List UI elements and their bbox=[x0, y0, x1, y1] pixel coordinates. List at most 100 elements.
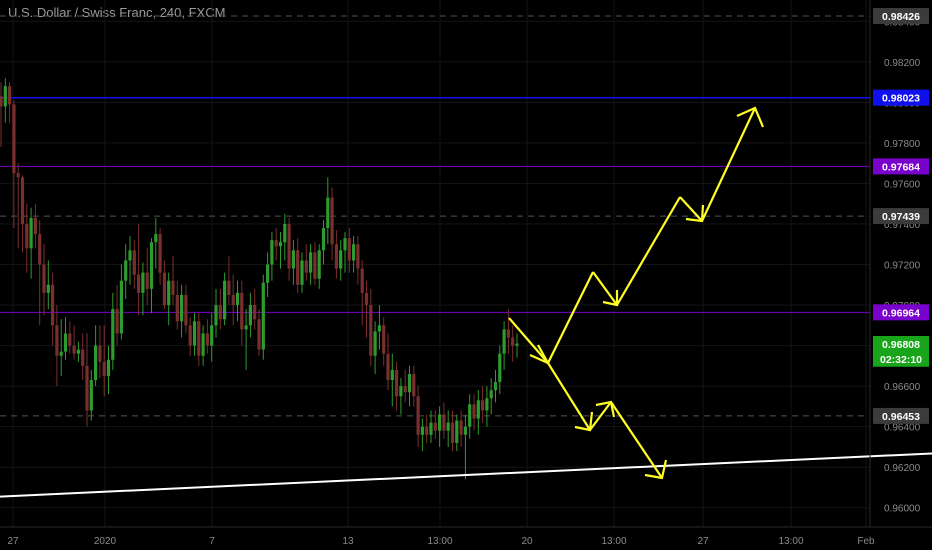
price-label-bg-7 bbox=[873, 407, 929, 424]
candle-body-95 bbox=[407, 373, 412, 393]
candle-body-13 bbox=[55, 325, 59, 356]
candle-body-105 bbox=[450, 422, 455, 443]
candle-body-96 bbox=[412, 373, 416, 397]
candle-body-84 bbox=[360, 268, 364, 293]
candle-body-110 bbox=[472, 404, 476, 419]
candle-body-83 bbox=[356, 244, 360, 269]
arrow-segment-5 bbox=[679, 196, 703, 222]
arrow-head-9 bbox=[644, 459, 668, 480]
candle-body-4 bbox=[16, 173, 20, 178]
candle-body-44 bbox=[188, 325, 192, 346]
candle-body-36 bbox=[154, 234, 158, 243]
price-label-bg-4 bbox=[873, 304, 929, 321]
price-tick-6: 0.97200 bbox=[884, 261, 921, 272]
candle-body-33 bbox=[141, 272, 145, 293]
arrow-segment-6 bbox=[701, 107, 756, 222]
price-label-6: 02:32:10 bbox=[880, 354, 922, 366]
candle-body-88 bbox=[377, 325, 381, 332]
candle-body-57 bbox=[244, 325, 248, 330]
candle-body-20 bbox=[85, 365, 89, 411]
candle-body-51 bbox=[218, 305, 222, 320]
price-tick-5: 0.97400 bbox=[884, 220, 921, 231]
time-tick-9: Feb bbox=[857, 536, 875, 547]
price-label-2: 0.97684 bbox=[882, 161, 920, 173]
candle-body-69 bbox=[296, 250, 300, 285]
candle-body-9 bbox=[38, 234, 42, 265]
candle-body-92 bbox=[395, 369, 399, 397]
candle-body-114 bbox=[489, 390, 493, 399]
candle-body-118 bbox=[506, 329, 510, 338]
price-label-bg-1 bbox=[873, 89, 929, 106]
candle-body-3 bbox=[12, 104, 16, 174]
support-trend-line bbox=[0, 452, 932, 498]
candle-body-30 bbox=[128, 250, 132, 261]
candle-body-19 bbox=[81, 349, 85, 366]
candle-body-15 bbox=[63, 333, 68, 352]
candle-body-45 bbox=[192, 321, 197, 346]
arrow-segment-2 bbox=[547, 271, 594, 364]
candle-body-42 bbox=[180, 294, 184, 322]
arrow-segment-7 bbox=[547, 362, 591, 431]
candle-body-40 bbox=[171, 280, 175, 295]
candle-body-79 bbox=[339, 250, 343, 269]
candle-body-18 bbox=[76, 349, 80, 354]
candle-body-112 bbox=[481, 400, 485, 411]
time-tick-5: 20 bbox=[521, 536, 533, 547]
candle-body-119 bbox=[511, 337, 515, 346]
candle-body-70 bbox=[300, 260, 304, 285]
candle-body-117 bbox=[502, 329, 506, 354]
candle-body-21 bbox=[89, 380, 93, 411]
arrow-segment-8 bbox=[589, 401, 612, 431]
candle-body-54 bbox=[231, 294, 235, 306]
time-axis[interactable]: 27 2020 7 13 13:00 20 13:00 27 13:00 Feb bbox=[7, 536, 875, 547]
time-tick-1: 2020 bbox=[94, 536, 117, 547]
arrow-head-6 bbox=[736, 106, 765, 128]
arrow-segment-1 bbox=[508, 317, 549, 364]
candle-body-55 bbox=[235, 292, 240, 306]
candle-body-59 bbox=[253, 305, 257, 320]
candle-body-116 bbox=[498, 353, 502, 383]
candle-body-107 bbox=[459, 420, 463, 435]
candle-body-2 bbox=[8, 86, 12, 105]
price-tick-10: 0.96400 bbox=[884, 423, 921, 434]
candle-body-97 bbox=[416, 396, 420, 435]
candle-body-47 bbox=[201, 333, 205, 356]
candle-body-104 bbox=[446, 422, 450, 431]
candle-body-61 bbox=[261, 282, 265, 350]
candle-body-90 bbox=[386, 353, 390, 381]
candle-body-34 bbox=[145, 272, 149, 289]
candle-body-72 bbox=[309, 252, 313, 273]
candle-body-75 bbox=[321, 228, 326, 251]
candle-body-101 bbox=[433, 422, 437, 431]
candle-body-48 bbox=[205, 333, 209, 346]
candle-body-67 bbox=[287, 223, 291, 269]
candle-body-26 bbox=[111, 309, 115, 360]
arrow-segment-4 bbox=[616, 196, 681, 306]
price-label-7: 0.96453 bbox=[882, 411, 920, 423]
candle-body-39 bbox=[167, 280, 171, 306]
candle-body-17 bbox=[72, 345, 76, 354]
price-tick-9: 0.96600 bbox=[884, 382, 921, 393]
time-tick-0: 27 bbox=[7, 536, 19, 547]
candle-body-99 bbox=[425, 426, 429, 435]
candle-body-43 bbox=[184, 294, 188, 326]
trend-line[interactable] bbox=[0, 452, 932, 498]
candle-body-16 bbox=[68, 333, 72, 346]
price-label-0: 0.98426 bbox=[882, 11, 920, 23]
candle-body-94 bbox=[403, 386, 407, 393]
candle-body-64 bbox=[274, 240, 278, 247]
candle-body-113 bbox=[485, 398, 489, 411]
projection-arrows[interactable] bbox=[508, 106, 765, 480]
price-label-1: 0.98023 bbox=[882, 93, 920, 105]
candle-body-27 bbox=[115, 309, 119, 334]
price-label-4: 0.96964 bbox=[882, 307, 920, 319]
candle-body-80 bbox=[343, 238, 347, 251]
candle-body-111 bbox=[476, 400, 480, 419]
candle-body-60 bbox=[257, 319, 261, 350]
candle-body-35 bbox=[149, 242, 154, 289]
candle-body-81 bbox=[347, 238, 351, 261]
price-label-bg-6 bbox=[873, 350, 929, 367]
candle-body-87 bbox=[373, 331, 377, 356]
price-label-bg-5 bbox=[873, 335, 929, 352]
